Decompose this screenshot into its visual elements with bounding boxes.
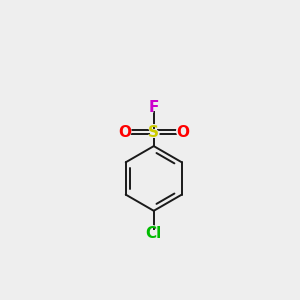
Text: S: S — [147, 123, 161, 142]
Text: Cl: Cl — [143, 224, 164, 243]
Text: S: S — [148, 125, 159, 140]
Text: Cl: Cl — [146, 226, 162, 241]
Text: O: O — [176, 125, 190, 140]
Text: O: O — [116, 123, 133, 142]
Text: F: F — [148, 100, 159, 115]
Text: O: O — [175, 123, 191, 142]
Text: O: O — [118, 125, 131, 140]
Text: F: F — [147, 98, 160, 117]
